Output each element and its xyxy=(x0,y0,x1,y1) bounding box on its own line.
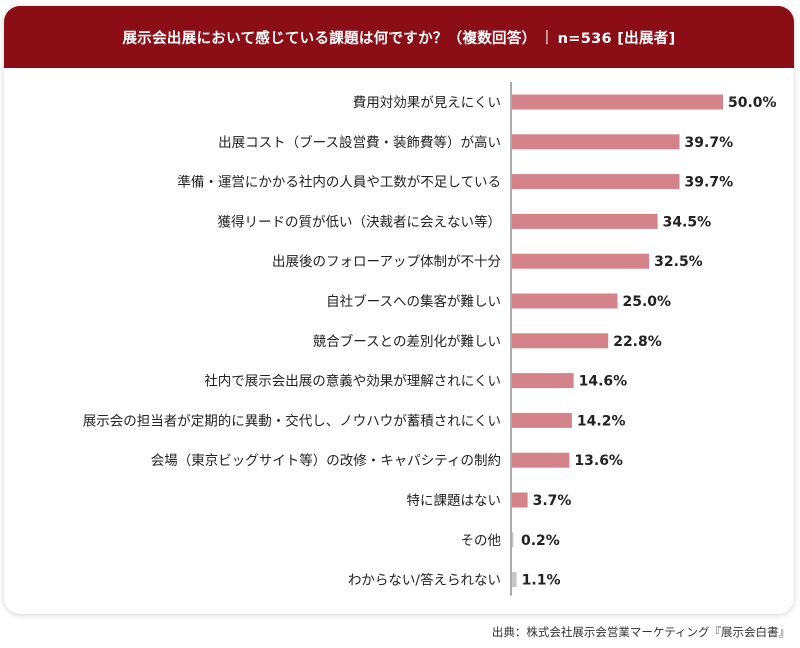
category-label: 競合ブースとの差別化が難しい xyxy=(313,333,501,350)
bar-chart: 費用対効果が見えにくい 50.0% 出展コスト（ブース設営費・装飾費等）が高い 39.… xyxy=(83,82,777,596)
header-separator: | xyxy=(544,29,550,45)
value-label: 39.7% xyxy=(685,175,734,191)
value-label: 39.7% xyxy=(685,135,734,151)
bar xyxy=(512,333,609,349)
bar xyxy=(512,134,680,150)
sample-size: n=536 [出展者] xyxy=(557,30,676,47)
category-label: 費用対効果が見えにくい xyxy=(353,95,501,111)
value-label: 3.7% xyxy=(533,493,572,509)
value-label: 50.0% xyxy=(728,95,777,111)
bar xyxy=(512,532,514,548)
bar xyxy=(512,373,574,389)
category-label: 獲得リードの質が低い（決裁者に会えない等） xyxy=(218,213,502,230)
category-label: 出展後のフォローアップ体制が不十分 xyxy=(272,254,501,270)
bar xyxy=(512,293,618,309)
category-label: わからない/答えられない xyxy=(348,572,501,589)
value-label: 34.5% xyxy=(663,214,712,230)
bar xyxy=(512,174,680,190)
value-label: 13.6% xyxy=(574,453,623,469)
chart-area: 費用対効果が見えにくい 50.0% 出展コスト（ブース設営費・装飾費等）が高い 39.… xyxy=(4,68,794,614)
source-note: 出典：株式会社展示会営業マーケティング『展示会白書』 xyxy=(491,625,790,639)
bar xyxy=(512,492,528,508)
category-label: 準備・運営にかかる社内の人員や工数が不足している xyxy=(177,175,501,191)
category-label: 特に課題はない xyxy=(407,493,502,509)
value-label: 22.8% xyxy=(613,334,662,350)
chart-title: 展示会出展において感じている課題は何ですか？（複数回答） xyxy=(122,30,537,47)
value-label: 25.0% xyxy=(623,294,672,310)
bar xyxy=(512,213,658,229)
chart-header: 展示会出展において感じている課題は何ですか？（複数回答） | n=536 [出展… xyxy=(4,6,794,68)
bar xyxy=(512,572,517,588)
value-label: 32.5% xyxy=(654,254,703,270)
value-label: 14.6% xyxy=(579,374,628,390)
category-label: 自社ブースへの集客が難しい xyxy=(326,293,501,310)
chart-card: 展示会出展において感じている課題は何ですか？（複数回答） | n=536 [出展… xyxy=(4,6,794,614)
bar xyxy=(512,412,572,428)
category-label: その他 xyxy=(461,533,502,549)
category-label: 会場（東京ビッグサイト等）の改修・キャパシティの制約 xyxy=(151,452,501,469)
bar xyxy=(512,452,570,468)
bar xyxy=(512,253,650,269)
value-label: 0.2% xyxy=(521,533,560,549)
value-label: 14.2% xyxy=(577,413,626,429)
category-label: 展示会の担当者が定期的に異動・交代し、ノウハウが蓄積されにくい xyxy=(83,412,501,429)
category-label: 社内で展示会出展の意義や効果が理解されにくい xyxy=(204,373,501,390)
value-label: 1.1% xyxy=(522,573,561,589)
bar xyxy=(512,94,723,110)
category-label: 出展コスト（ブース設営費・装飾費等）が高い xyxy=(218,134,501,151)
